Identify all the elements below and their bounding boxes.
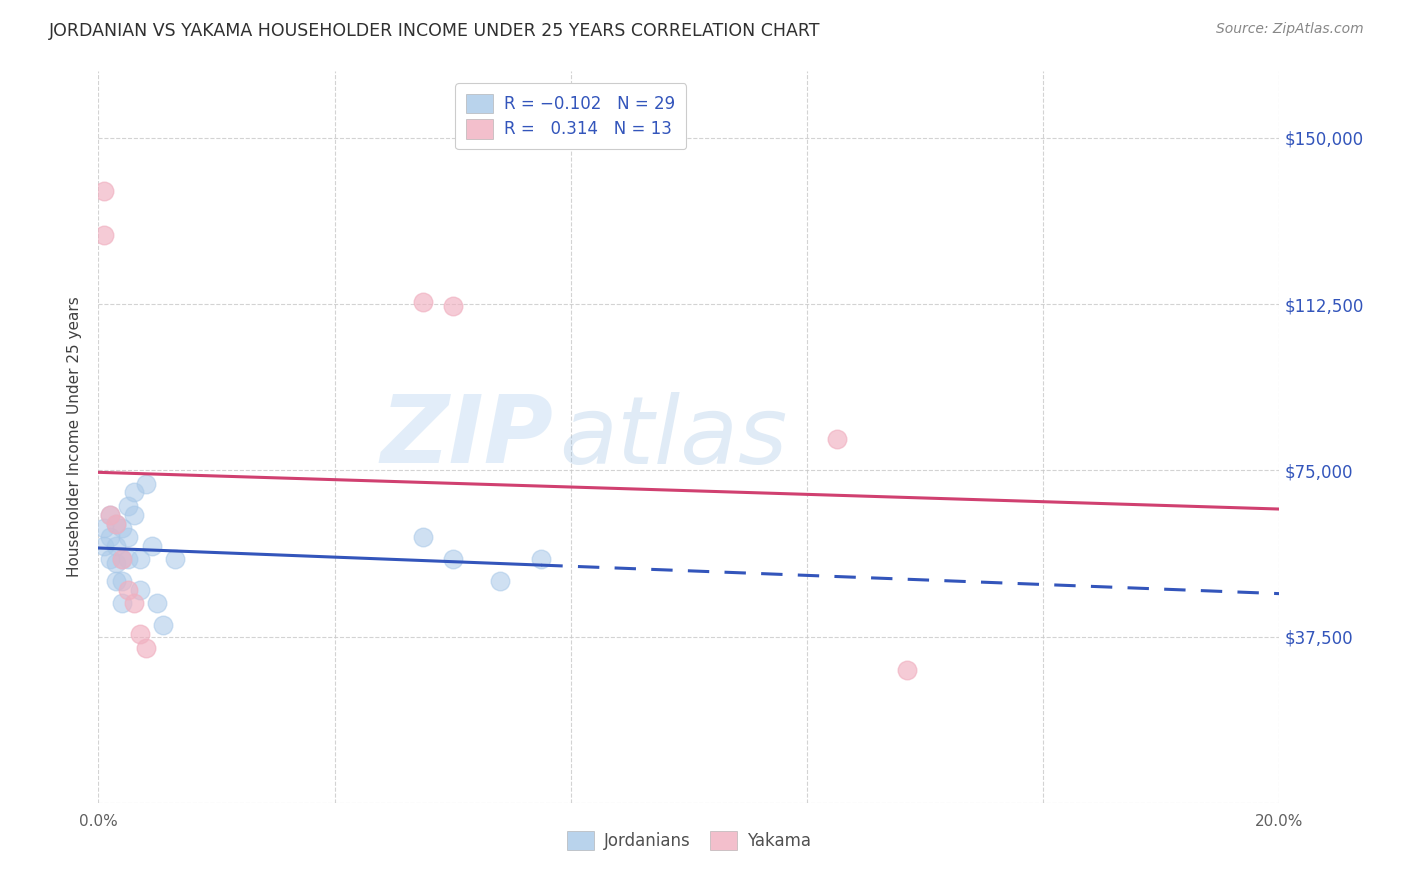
Y-axis label: Householder Income Under 25 years: Householder Income Under 25 years: [67, 297, 83, 577]
Point: [98, 508, 121, 522]
Point: [825, 432, 848, 446]
Point: [117, 552, 139, 566]
Point: [105, 539, 128, 553]
Point: [93, 228, 115, 243]
Point: [93, 184, 115, 198]
Point: [135, 476, 157, 491]
Legend: Jordanians, Yakama: Jordanians, Yakama: [560, 824, 818, 856]
Point: [105, 516, 128, 531]
Point: [111, 596, 134, 610]
Text: JORDANIAN VS YAKAMA HOUSEHOLDER INCOME UNDER 25 YEARS CORRELATION CHART: JORDANIAN VS YAKAMA HOUSEHOLDER INCOME U…: [49, 22, 821, 40]
Point: [128, 627, 150, 641]
Point: [896, 663, 918, 677]
Point: [111, 521, 134, 535]
Text: ZIP: ZIP: [380, 391, 553, 483]
Text: Source: ZipAtlas.com: Source: ZipAtlas.com: [1216, 22, 1364, 37]
Point: [489, 574, 512, 589]
Point: [135, 640, 157, 655]
Point: [530, 552, 553, 566]
Point: [98, 530, 121, 544]
Point: [98, 552, 121, 566]
Point: [122, 596, 145, 610]
Point: [105, 516, 128, 531]
Point: [98, 508, 121, 522]
Point: [152, 618, 174, 632]
Text: atlas: atlas: [560, 392, 787, 483]
Point: [441, 552, 464, 566]
Point: [111, 552, 134, 566]
Point: [105, 574, 128, 589]
Point: [128, 582, 150, 597]
Point: [117, 530, 139, 544]
Point: [412, 294, 434, 309]
Point: [111, 574, 134, 589]
Point: [117, 582, 139, 597]
Point: [165, 552, 187, 566]
Point: [128, 552, 150, 566]
Point: [441, 299, 464, 313]
Point: [117, 499, 139, 513]
Point: [93, 521, 115, 535]
Point: [122, 508, 145, 522]
Point: [146, 596, 169, 610]
Point: [105, 557, 128, 571]
Point: [412, 530, 434, 544]
Point: [93, 539, 115, 553]
Point: [122, 485, 145, 500]
Point: [111, 552, 134, 566]
Point: [141, 539, 163, 553]
